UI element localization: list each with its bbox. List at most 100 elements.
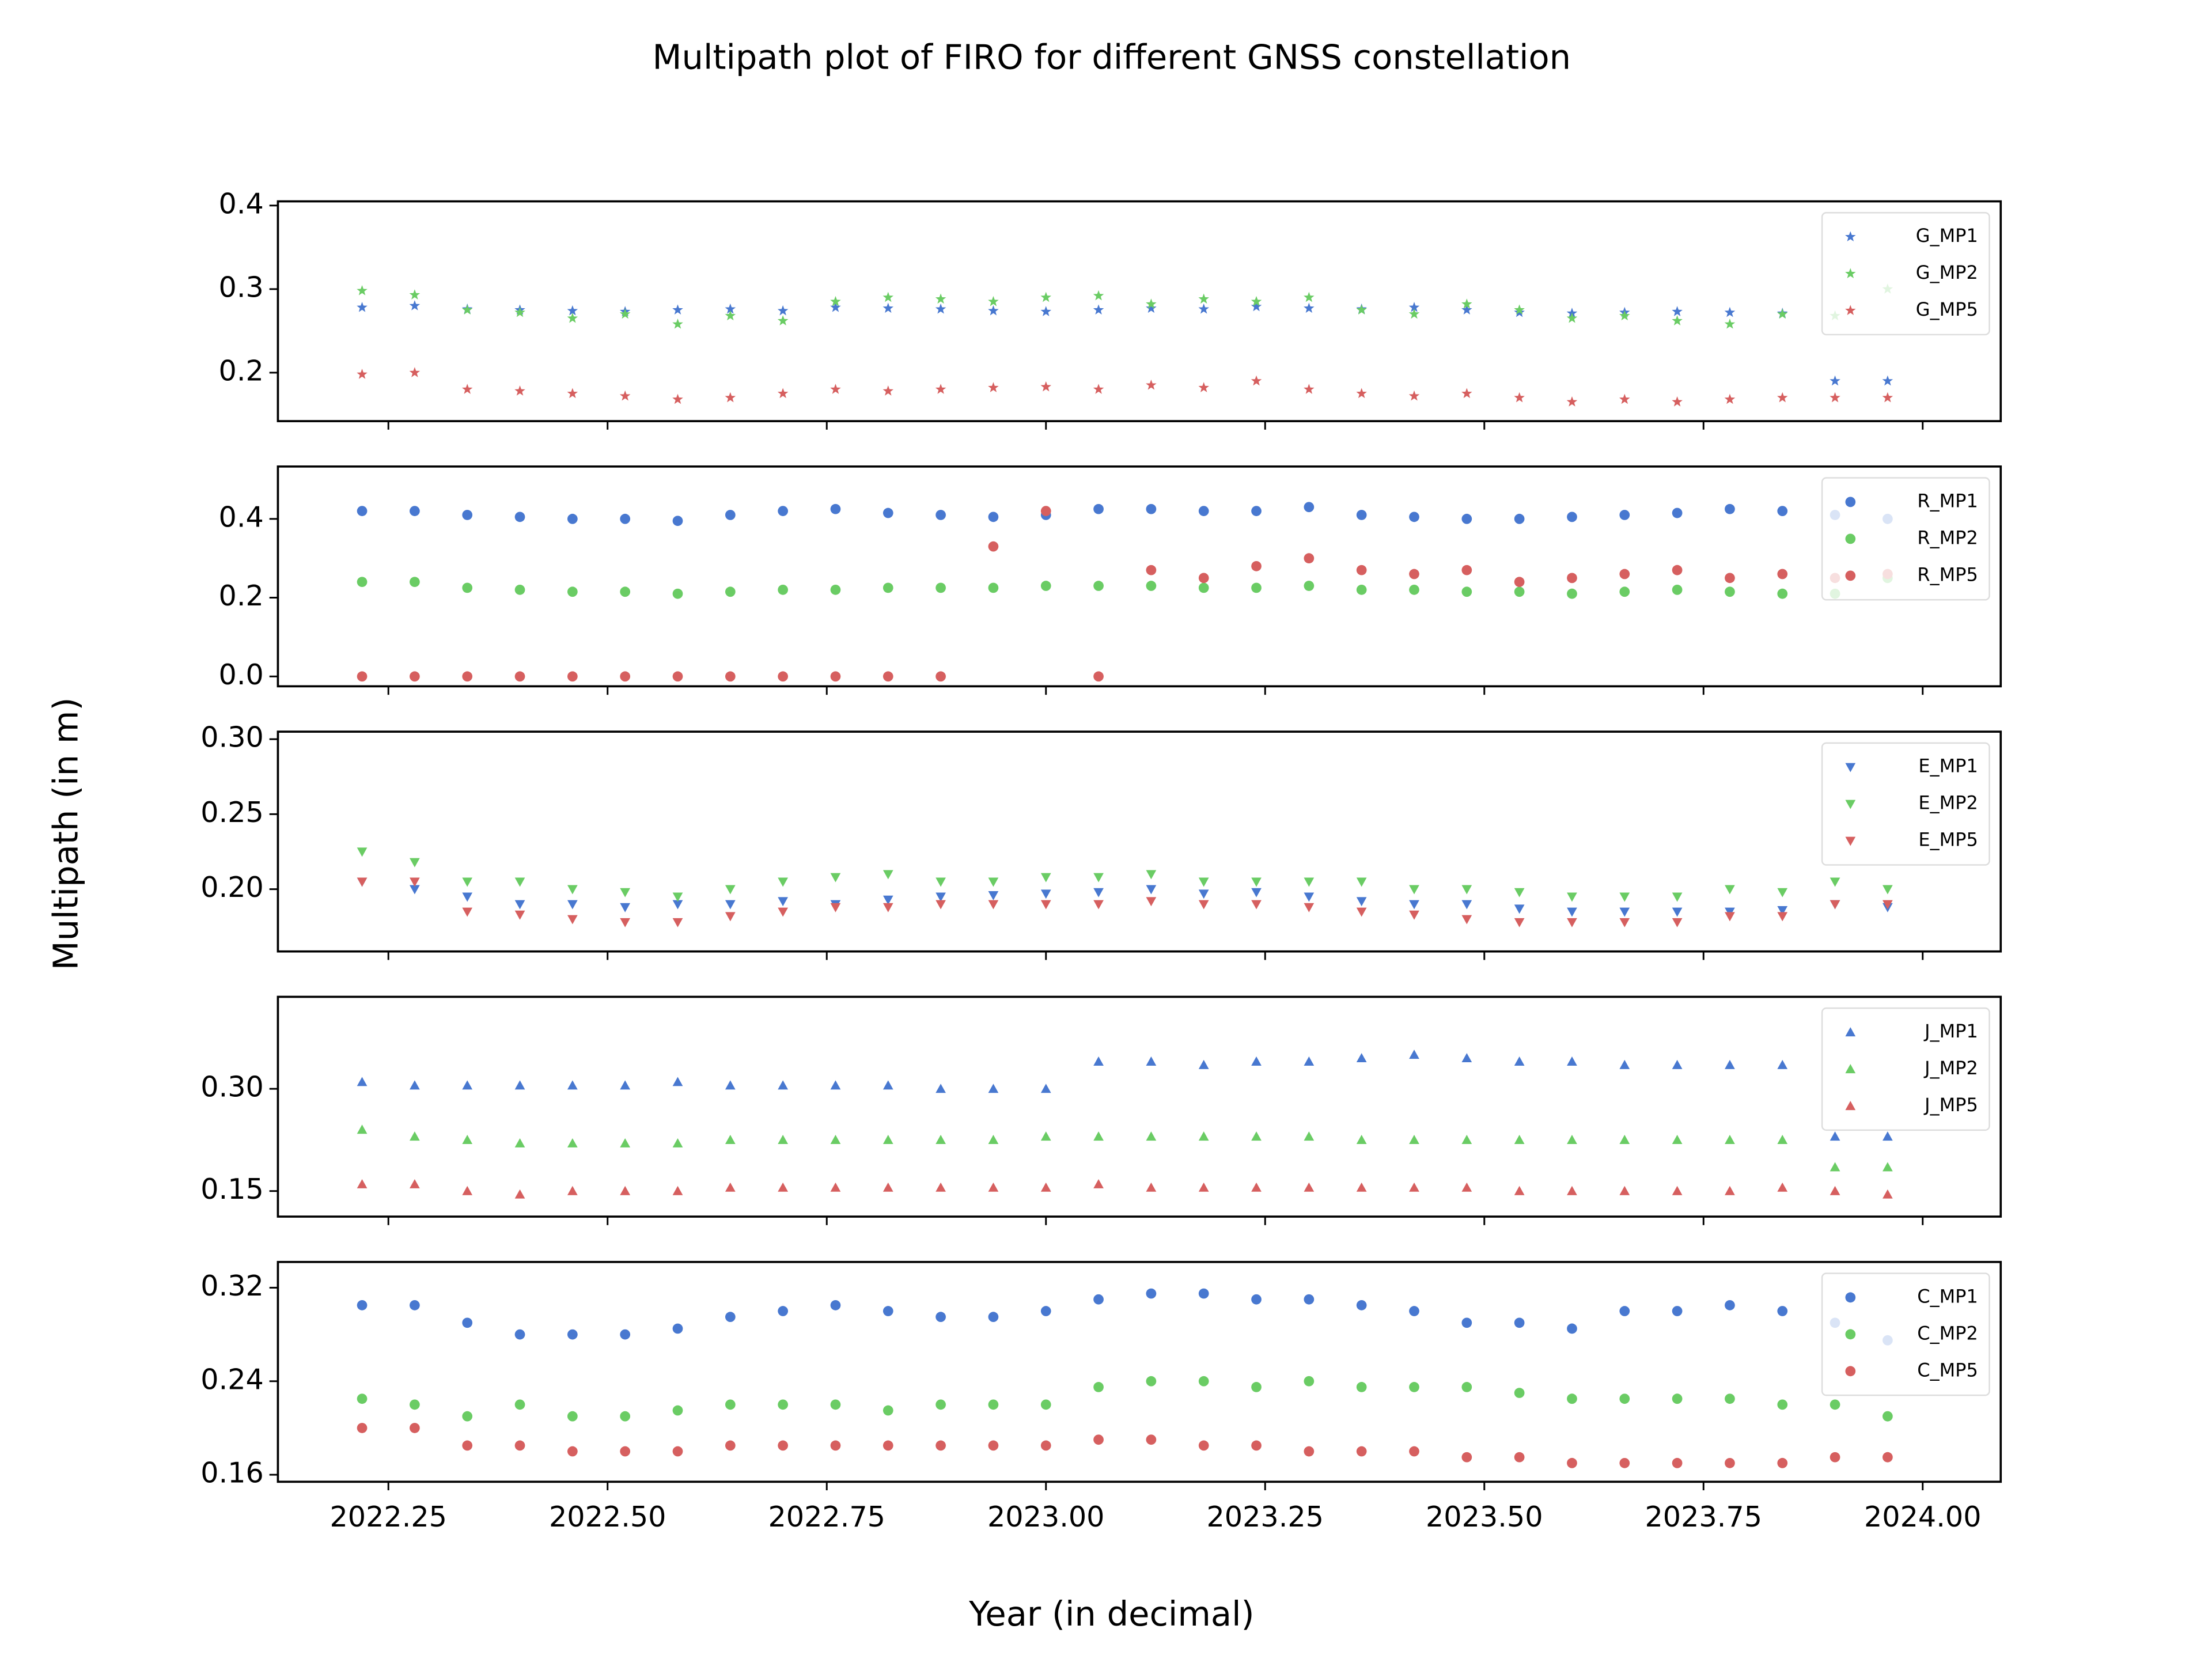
point — [935, 1312, 946, 1323]
legend-marker — [1845, 1329, 1856, 1340]
point — [830, 1182, 841, 1192]
point — [725, 303, 736, 314]
legend-marker — [1845, 1027, 1856, 1037]
axes-frame — [276, 200, 2002, 422]
point — [1251, 301, 1262, 312]
point — [1040, 1306, 1051, 1316]
point — [1146, 1376, 1157, 1387]
point — [672, 319, 683, 329]
point — [1567, 1323, 1577, 1334]
point — [514, 512, 525, 522]
y-tick-label: 0.4 — [219, 187, 264, 220]
point — [357, 1179, 368, 1188]
point — [1672, 396, 1683, 407]
point — [1409, 1446, 1419, 1457]
point — [882, 291, 894, 302]
point — [410, 506, 420, 516]
point — [1146, 897, 1157, 907]
point — [1251, 877, 1262, 887]
point — [988, 296, 999, 306]
point — [1777, 392, 1788, 403]
point — [830, 503, 841, 514]
point — [461, 304, 473, 315]
point — [1619, 393, 1630, 404]
point — [1198, 573, 1209, 584]
point — [1146, 885, 1157, 895]
point — [1198, 900, 1209, 910]
point — [725, 1080, 736, 1090]
point — [1093, 900, 1104, 910]
point — [1304, 553, 1315, 564]
point — [882, 1135, 893, 1144]
point — [1672, 1457, 1683, 1468]
point — [514, 306, 525, 317]
point — [935, 510, 946, 520]
point — [1356, 907, 1367, 917]
point — [1146, 1434, 1157, 1445]
point — [1251, 506, 1262, 516]
point — [1725, 1135, 1735, 1144]
point — [410, 885, 420, 895]
point — [830, 1080, 841, 1090]
point — [1461, 586, 1472, 597]
point — [988, 1399, 999, 1410]
point — [1777, 1399, 1788, 1410]
point — [672, 1405, 683, 1416]
point — [1830, 1452, 1840, 1463]
point — [409, 289, 421, 300]
point — [777, 388, 789, 399]
point — [1093, 581, 1104, 591]
legend: E_MP1 E_MP2 E_MP5 — [1821, 742, 1990, 866]
point — [1619, 892, 1630, 902]
point — [1251, 1440, 1262, 1451]
point — [462, 671, 473, 682]
legend: R_MP1 R_MP2 R_MP5 — [1821, 477, 1990, 601]
point — [725, 671, 736, 682]
point — [514, 385, 525, 396]
y-tick-label: 0.0 — [219, 658, 264, 691]
legend-box — [1821, 1007, 1990, 1131]
point — [1356, 585, 1367, 595]
point — [1724, 393, 1736, 404]
point — [1883, 1131, 1893, 1141]
point — [620, 586, 631, 597]
point — [1093, 503, 1104, 514]
point — [672, 1446, 683, 1457]
point — [1040, 291, 1052, 302]
point — [1514, 1056, 1525, 1066]
x-tick-label: 2022.75 — [768, 1500, 885, 1533]
point — [1672, 507, 1683, 518]
point — [1461, 900, 1472, 910]
point — [1882, 375, 1893, 386]
point — [988, 1182, 999, 1192]
legend-label: G_MP5 — [1916, 298, 1978, 320]
legend-marker — [1845, 763, 1856, 772]
point — [830, 1399, 841, 1410]
point — [1040, 1084, 1051, 1093]
point — [514, 1329, 525, 1340]
point — [1883, 1452, 1893, 1463]
point — [567, 1138, 578, 1147]
point — [672, 1185, 683, 1195]
point — [1304, 1294, 1315, 1305]
point — [410, 1399, 420, 1410]
point — [1725, 573, 1735, 584]
point — [1514, 1317, 1525, 1328]
point — [1198, 1440, 1209, 1451]
point — [1146, 1182, 1157, 1192]
y-tick-label: 0.2 — [219, 354, 264, 387]
point — [1040, 381, 1052, 392]
point — [620, 1080, 631, 1090]
point — [1672, 315, 1683, 325]
legend-box — [1821, 742, 1990, 866]
point — [778, 907, 789, 917]
point — [1251, 1056, 1262, 1066]
legend-label: C_MP5 — [1917, 1359, 1978, 1381]
point — [1619, 1135, 1630, 1144]
y-tick-label: 0.2 — [219, 579, 264, 612]
point — [620, 1329, 631, 1340]
point — [1514, 392, 1525, 403]
point — [1409, 569, 1419, 579]
point — [1830, 900, 1840, 910]
